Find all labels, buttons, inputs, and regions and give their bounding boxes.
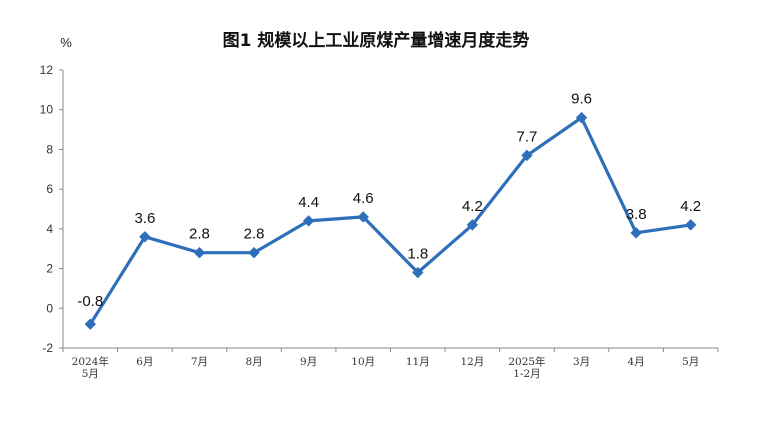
- x-tick-label: 9月: [300, 356, 317, 368]
- x-tick-label: 11月: [406, 356, 430, 368]
- data-point-marker: [248, 246, 260, 259]
- data-label: 4.2: [462, 198, 483, 215]
- series-line-group: [84, 111, 697, 330]
- data-point-marker: [357, 211, 369, 223]
- data-label: 1.8: [407, 246, 428, 263]
- y-tick-labels: -2 0 2 4 6 8 10 12: [40, 63, 54, 355]
- data-label: 9.6: [571, 91, 592, 108]
- data-label: 2.8: [244, 226, 265, 243]
- x-tick-label: 4月: [628, 356, 645, 368]
- x-tick-label: 8月: [245, 356, 262, 368]
- data-label: 4.2: [680, 198, 701, 215]
- data-labels: -0.8 3.6 2.8 2.8 4.4 4.6 1.8 4.2 7.7 9.6 3.8 4.2: [77, 91, 701, 311]
- x-tick-label: 5月: [682, 356, 699, 368]
- x-tick-label: 2025年: [508, 355, 545, 368]
- data-label: 3.8: [626, 206, 647, 223]
- x-tick-label: 7月: [191, 356, 208, 368]
- y-tick-label: 12: [40, 63, 54, 77]
- data-label: 3.6: [134, 210, 155, 227]
- y-tick-label: 10: [40, 103, 54, 117]
- data-point-marker: [302, 215, 315, 227]
- data-point-marker: [193, 246, 206, 259]
- data-label: 4.4: [298, 194, 319, 211]
- data-point-marker: [139, 231, 151, 243]
- data-point-marker: [84, 318, 96, 330]
- y-unit-label: %: [60, 35, 72, 50]
- data-point-marker: [685, 219, 697, 231]
- y-tick-label: -2: [42, 341, 53, 355]
- x-tick-label: 12月: [460, 356, 484, 368]
- x-tick-label: 3月: [573, 356, 590, 368]
- x-tick-label: 5月: [82, 368, 99, 380]
- y-tick-label: 0: [46, 301, 53, 315]
- data-point-marker: [466, 219, 479, 231]
- x-tick-label: 2024年: [72, 355, 109, 368]
- chart-title: 图1 规模以上工业原煤产量增速月度走势: [223, 30, 530, 51]
- data-point-marker: [575, 111, 588, 124]
- axes: [59, 69, 719, 352]
- x-tick-label: 1-2月: [513, 368, 540, 380]
- series-line: [88, 116, 693, 326]
- y-tick-label: 8: [46, 142, 53, 156]
- x-tick-label: 10月: [351, 356, 375, 368]
- data-label: 2.8: [189, 226, 210, 243]
- y-tick-label: 2: [46, 262, 53, 276]
- x-tick-label: 6月: [136, 356, 153, 368]
- data-label: 4.6: [353, 190, 374, 207]
- data-point-marker: [521, 149, 533, 162]
- data-point-marker: [412, 266, 424, 279]
- y-tick-label: 4: [46, 222, 53, 236]
- data-label: -0.8: [77, 293, 103, 310]
- data-label: 7.7: [517, 128, 538, 145]
- y-tick-label: 6: [46, 182, 53, 196]
- data-point-marker: [630, 227, 642, 239]
